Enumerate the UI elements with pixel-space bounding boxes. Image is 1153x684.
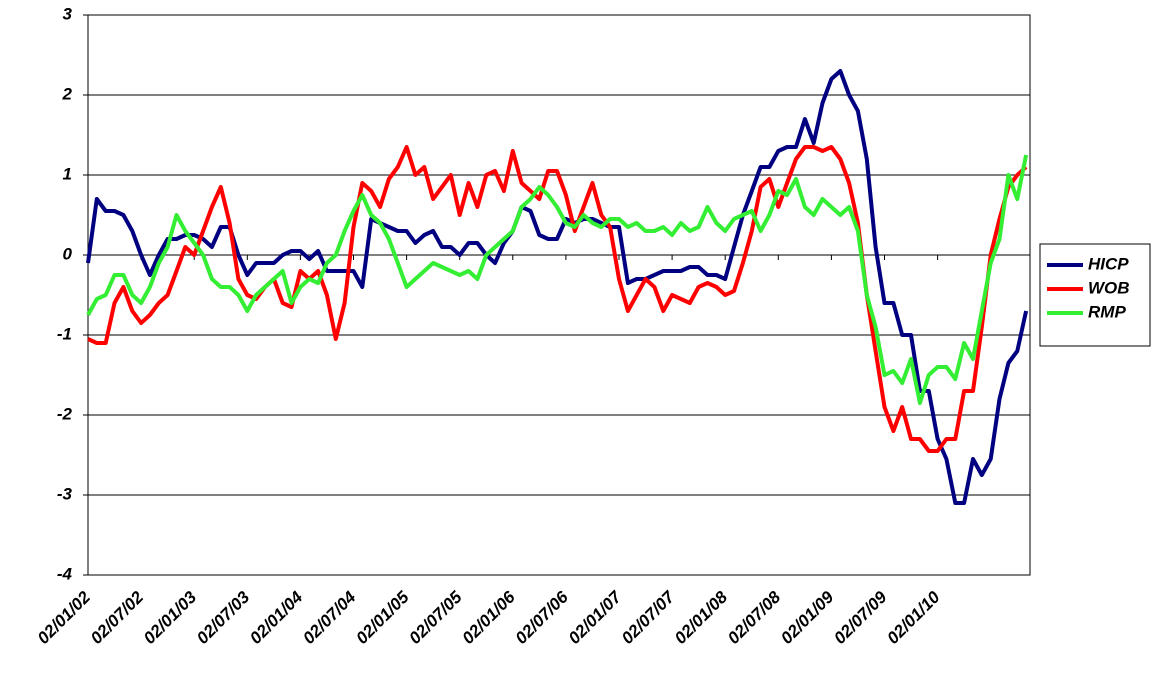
x-tick-label: 02/01/06	[459, 587, 520, 648]
series-line	[87, 145, 1028, 453]
x-tick-label: 02/07/05	[405, 587, 466, 648]
y-tick-label: -2	[57, 404, 73, 423]
x-tick-label: 02/07/09	[830, 587, 891, 648]
legend-label: WOB	[1088, 278, 1130, 297]
legend-label: HICP	[1088, 254, 1129, 273]
legend-box	[1039, 243, 1151, 347]
y-tick-label: 1	[63, 164, 72, 183]
x-tick-label: 02/07/02	[87, 587, 148, 648]
y-tick-label: -3	[57, 484, 73, 503]
series-line	[86, 154, 1029, 405]
x-tick-label: 02/07/04	[299, 587, 360, 648]
plot-area	[87, 14, 1031, 576]
legend-label: RMP	[1088, 302, 1126, 321]
y-tick-label: 3	[63, 4, 73, 23]
y-tick-label: 2	[62, 84, 73, 103]
series-line	[86, 69, 1029, 505]
x-tick-label: 02/01/05	[352, 587, 413, 648]
y-tick-label: -4	[57, 564, 73, 583]
x-tick-label: 02/07/07	[618, 586, 679, 647]
x-tick-label: 02/07/08	[724, 587, 785, 648]
x-tick-label: 02/01/10	[883, 587, 944, 648]
y-tick-label: 0	[63, 244, 73, 263]
x-tick-label: 02/01/08	[671, 587, 732, 648]
x-tick-label: 02/07/06	[512, 587, 573, 648]
y-tick-label: -1	[57, 324, 72, 343]
x-tick-label: 02/01/02	[34, 587, 95, 648]
x-tick-label: 02/01/03	[140, 587, 201, 648]
x-tick-label: 02/01/07	[565, 586, 626, 647]
x-tick-label: 02/01/09	[777, 587, 838, 648]
x-tick-label: 02/07/03	[193, 587, 254, 648]
x-tick-label: 02/01/04	[246, 587, 307, 648]
